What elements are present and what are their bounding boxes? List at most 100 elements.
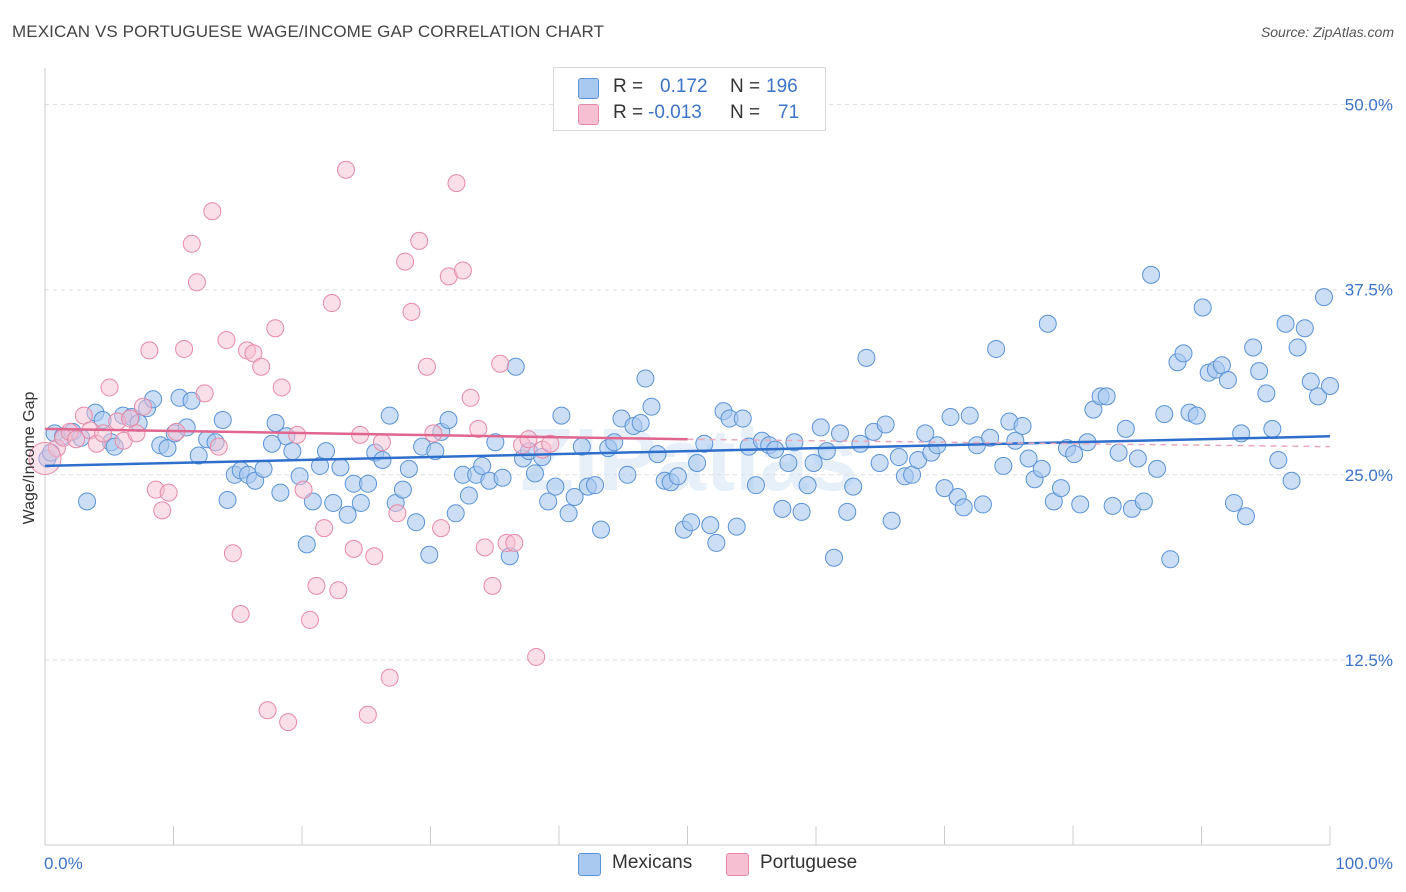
mexicans-point [870, 453, 889, 472]
portuguese-point [469, 419, 488, 438]
mexicans-point [303, 492, 322, 511]
x-tick-label: 100.0% [1335, 854, 1393, 873]
mexicans-point [559, 504, 578, 523]
mexicans-point [459, 486, 478, 505]
mexicans-point [889, 448, 908, 467]
legend-n-label: N = [730, 76, 761, 97]
trend-lines [44, 427, 1331, 468]
y-tick-label: 37.5% [1345, 281, 1393, 300]
mexicans-point [439, 411, 458, 430]
mexicans-point [1019, 449, 1038, 468]
mexicans-point [1224, 493, 1243, 512]
portuguese-swatch [578, 104, 599, 125]
portuguese-point [67, 430, 86, 449]
portuguese-point [453, 261, 472, 280]
tick-labels: 12.5% 25.0% 37.5% 50.0% 0.0% 100.0% [44, 96, 1393, 873]
portuguese-point [217, 331, 236, 350]
portuguese-point [74, 406, 93, 425]
legend-label: Portuguese [760, 852, 858, 873]
mexicans-point [618, 465, 637, 484]
legend-n-value: 71 [778, 102, 800, 123]
mexicans-point [642, 397, 661, 416]
mexicans-point [283, 442, 302, 461]
mexicans-point [1193, 298, 1212, 317]
mexicans-point [882, 511, 901, 530]
mexicans-point [331, 458, 350, 477]
portuguese-point [266, 319, 285, 338]
mexicans-point [994, 456, 1013, 475]
mexicans-point [493, 468, 512, 487]
portuguese-trend-extension [687, 438, 1331, 448]
mexicans-point [351, 493, 370, 512]
portuguese-point [140, 341, 159, 360]
mexicans-point [668, 467, 687, 486]
mexicans-point [393, 480, 412, 499]
mexicans-point [1269, 451, 1288, 469]
gridlines [45, 104, 1392, 661]
portuguese-point [505, 533, 524, 552]
mexicans-point [158, 439, 177, 458]
mexicans-point [1236, 507, 1255, 526]
portuguese-points [28, 160, 560, 732]
portuguese-point [402, 302, 421, 321]
mexicans-point [1006, 431, 1025, 450]
mexicans-point [701, 516, 720, 535]
mexicans-point [973, 495, 992, 514]
mexicans-point [1038, 314, 1057, 333]
mexicans-point [218, 490, 237, 509]
mexicans-point [254, 459, 273, 478]
portuguese-swatch [726, 853, 749, 876]
mexicans-point [1295, 319, 1314, 338]
mexicans-point [1174, 344, 1193, 363]
y-tick-label: 25.0% [1345, 466, 1393, 485]
x-tick-label: 0.0% [44, 854, 83, 873]
mexicans-point [838, 502, 857, 521]
mexicans-point [1051, 479, 1070, 498]
mexicans-point [539, 492, 558, 511]
mexicans-point [605, 433, 624, 452]
mexicans-point [1288, 338, 1307, 357]
mexicans-point [1314, 288, 1333, 307]
mexicans-point [213, 411, 232, 430]
portuguese-point [410, 231, 429, 250]
portuguese-trend-line [44, 427, 688, 441]
source-attribution: Source: ZipAtlas.com [1260, 24, 1394, 40]
mexicans-point [407, 513, 426, 532]
portuguese-point [461, 388, 480, 407]
correlation-legend: R = 0.172 N = 196 R = -0.013 N = 71 [553, 67, 826, 131]
mexicans-point [546, 477, 565, 496]
mexicans-point [960, 406, 979, 425]
portuguese-point [432, 519, 451, 538]
portuguese-point [396, 252, 415, 271]
mexicans-point [399, 459, 418, 478]
mexicans-point [727, 517, 746, 536]
portuguese-point [380, 668, 399, 687]
mexicans-point [1263, 419, 1282, 438]
mexicans-point [297, 535, 316, 554]
mexicans-point [271, 483, 290, 502]
portuguese-point [159, 483, 178, 502]
mexicans-point [773, 499, 792, 518]
portuguese-point [187, 273, 206, 292]
mexicans-point [1321, 376, 1339, 395]
mexicans-point [857, 348, 876, 367]
mexicans-point [1013, 416, 1032, 435]
portuguese-point [100, 378, 119, 397]
mexicans-point [817, 442, 836, 461]
portuguese-point [358, 705, 377, 724]
portuguese-point [336, 160, 355, 179]
mexicans-point [851, 434, 870, 453]
mexicans-point [1134, 492, 1153, 511]
mexicans-point [473, 456, 492, 475]
mexicans-point [592, 520, 611, 539]
mexicans-point [262, 434, 281, 453]
mexicans-point [707, 533, 726, 552]
mexicans-point [941, 408, 960, 427]
portuguese-point [294, 480, 313, 499]
mexicans-point [486, 433, 505, 452]
mexicans-point [844, 477, 863, 496]
mexicans-point [876, 415, 895, 434]
mexicans-point [189, 446, 208, 465]
mexicans-point [359, 474, 378, 493]
mexicans-point [1116, 419, 1135, 438]
